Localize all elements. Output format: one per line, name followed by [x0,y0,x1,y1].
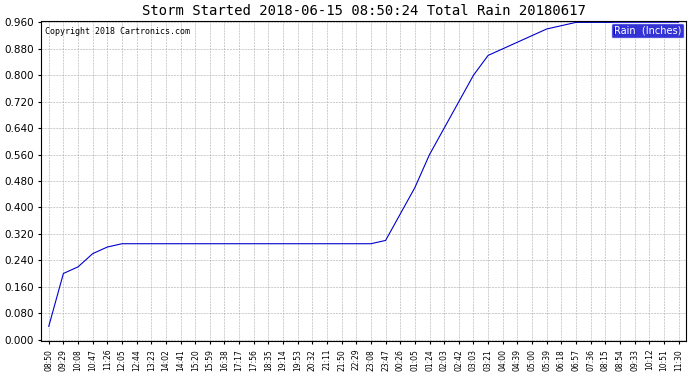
Title: Storm Started 2018-06-15 08:50:24 Total Rain 20180617: Storm Started 2018-06-15 08:50:24 Total … [141,4,586,18]
Text: Copyright 2018 Cartronics.com: Copyright 2018 Cartronics.com [45,27,190,36]
Legend: Rain  (Inches): Rain (Inches) [611,22,684,39]
